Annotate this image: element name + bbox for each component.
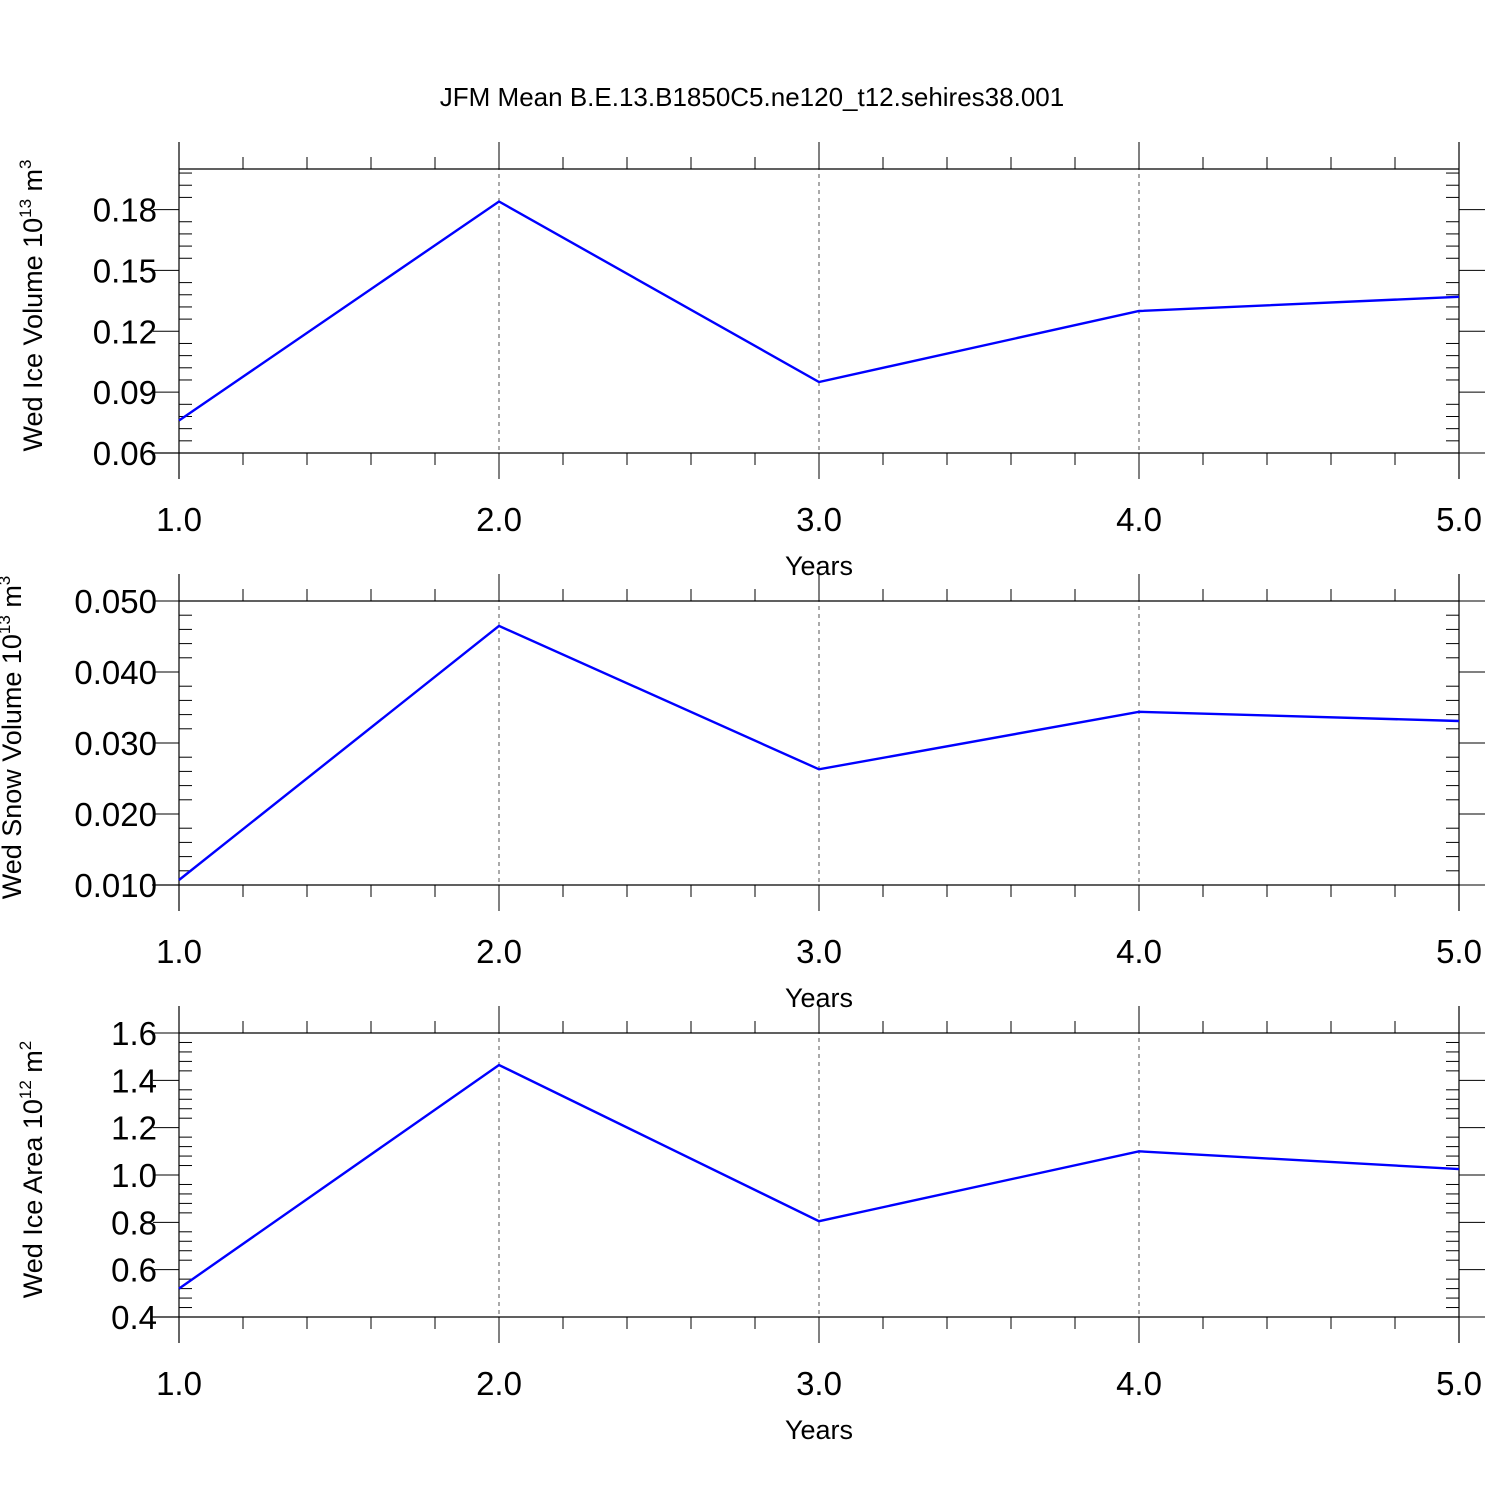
x-tick-label: 5.0 xyxy=(1436,501,1482,538)
x-tick-label: 4.0 xyxy=(1116,933,1162,970)
y-tick-label: 0.8 xyxy=(111,1204,157,1241)
y-tick-label: 1.6 xyxy=(111,1015,157,1052)
x-tick-label: 4.0 xyxy=(1116,1365,1162,1402)
y-axis-label-exponent: 13 xyxy=(0,615,14,634)
y-tick-label: 0.4 xyxy=(111,1299,157,1336)
x-tick-label: 5.0 xyxy=(1436,1365,1482,1402)
y-tick-label: 0.06 xyxy=(93,435,157,472)
x-tick-label: 5.0 xyxy=(1436,933,1482,970)
y-tick-label: 1.4 xyxy=(111,1062,157,1099)
x-tick-label: 3.0 xyxy=(796,501,842,538)
x-tick-label: 4.0 xyxy=(1116,501,1162,538)
y-axis-label-unit-exponent: 3 xyxy=(0,576,14,585)
series-line xyxy=(178,624,1460,881)
y-axis-label-unit-exponent: 2 xyxy=(16,1041,35,1050)
y-tick-label: 0.15 xyxy=(93,252,157,289)
y-tick-label: 0.010 xyxy=(74,867,157,904)
y-axis-label: Wed Ice Volume 1013 m3 xyxy=(16,159,48,451)
y-axis-label: Wed Snow Volume 1013 m3 xyxy=(0,576,27,900)
x-tick-label: 1.0 xyxy=(156,501,202,538)
chart-title: JFM Mean B.E.13.B1850C5.ne120_t12.sehire… xyxy=(440,82,1064,112)
panel-1: 1.0 2.0 3.0 4.0 5.00.060.090.120.150.18Years… xyxy=(16,142,1485,581)
y-tick-label: 1.2 xyxy=(111,1110,157,1147)
panel-2: 1.0 2.0 3.0 4.0 5.0 0.010 0.020 0.030 0.040 0.050… xyxy=(0,574,1485,1013)
y-axis-label-unit: m xyxy=(18,169,48,199)
y-tick-label: 0.18 xyxy=(93,192,157,229)
x-tick-label: 1.0 xyxy=(156,1365,202,1402)
y-axis-label-unit: m xyxy=(18,1050,48,1080)
y-axis-label-unit-exponent: 3 xyxy=(16,159,35,168)
x-tick-label: 2.0 xyxy=(476,933,522,970)
y-axis-label-text: Wed Ice Area 10 xyxy=(18,1099,48,1298)
y-axis-label-exponent: 12 xyxy=(16,1080,35,1099)
x-tick-label: 2.0 xyxy=(476,1365,522,1402)
x-tick-label: 3.0 xyxy=(796,1365,842,1402)
y-axis-label-text: Wed Ice Volume 10 xyxy=(18,218,48,452)
series-line xyxy=(178,1063,1460,1290)
y-tick-label: 0.030 xyxy=(74,725,157,762)
y-axis-label-exponent: 13 xyxy=(16,199,35,218)
x-tick-label: 2.0 xyxy=(476,501,522,538)
series-line xyxy=(178,200,1460,422)
y-axis-label-text: Wed Snow Volume 10 xyxy=(0,634,27,899)
y-tick-label: 0.040 xyxy=(74,654,157,691)
panel-3: 1.0 2.0 3.0 4.0 5.0 0.4 0.6 0.8 1.0 1.2 1.4 1.6 Year… xyxy=(16,1006,1485,1445)
y-tick-label: 0.12 xyxy=(93,313,157,350)
x-tick-label: 1.0 xyxy=(156,933,202,970)
y-tick-label: 0.020 xyxy=(74,796,157,833)
x-axis-label: Years xyxy=(785,1415,853,1445)
y-tick-label: 1.0 xyxy=(111,1157,157,1194)
x-tick-label: 3.0 xyxy=(796,933,842,970)
y-tick-label: 0.050 xyxy=(74,583,157,620)
y-tick-label: 0.6 xyxy=(111,1252,157,1289)
panels-group: 1.0 2.0 3.0 4.0 5.0 0.06 0.09 0.12 0.15 0.18 Years… xyxy=(0,142,1485,1445)
y-axis-label: Wed Ice Area 1012 m2 xyxy=(16,1041,48,1299)
y-tick-label: 0.09 xyxy=(93,374,157,411)
y-axis-label-unit: m xyxy=(0,585,27,615)
